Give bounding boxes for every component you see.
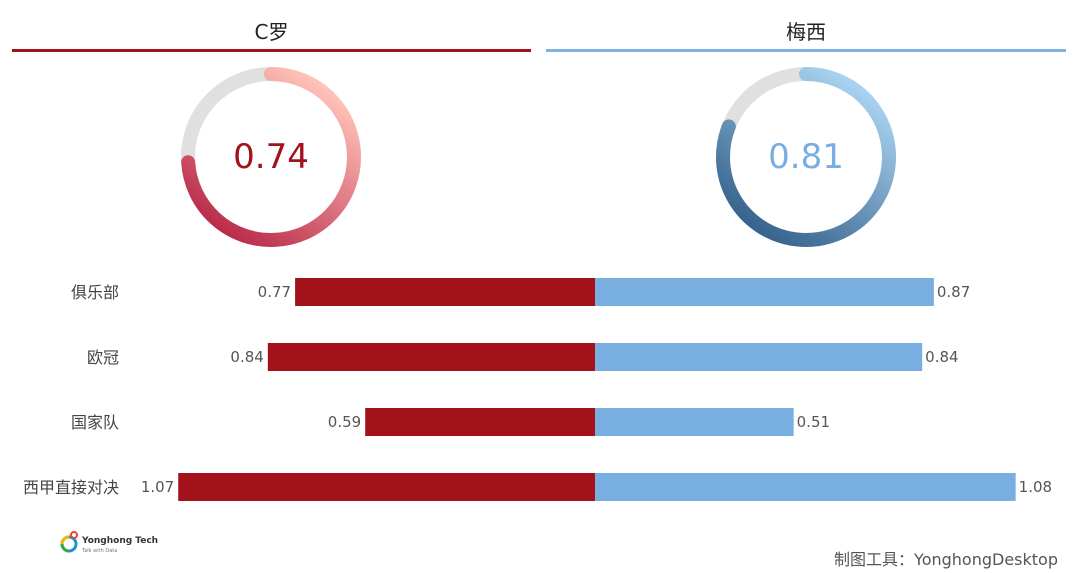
logo-name: Yonghong Tech — [82, 536, 159, 546]
bar-right — [595, 473, 1016, 501]
header-left: C罗 — [12, 18, 531, 52]
value-label-left: 0.84 — [230, 348, 263, 366]
value-label-left: 1.07 — [141, 478, 174, 496]
value-label-right: 1.08 — [1019, 478, 1052, 496]
gauge-left-value: 0.74 — [233, 137, 309, 177]
player-name-right: 梅西 — [786, 20, 826, 44]
gauge-left-svg — [181, 67, 361, 247]
gauge-right-arc — [716, 67, 896, 247]
gauge-left: 0.74 — [180, 66, 362, 248]
category-label: 俱乐部 — [71, 283, 119, 302]
bar-left — [365, 408, 595, 436]
logo-tagline: Talk with Data — [82, 548, 118, 554]
value-label-right: 0.84 — [925, 348, 958, 366]
bar-right — [595, 343, 923, 371]
gauge-left-arc — [181, 67, 361, 247]
value-label-left: 0.59 — [328, 413, 361, 431]
credit-text: 制图工具：YonghongDesktop — [834, 550, 1058, 569]
header-rule-right — [546, 49, 1066, 52]
bar-right — [595, 278, 934, 306]
value-label-right: 0.51 — [797, 413, 830, 431]
header-rule-left — [12, 49, 531, 52]
bar-left — [295, 278, 595, 306]
player-name-left: C罗 — [254, 20, 289, 44]
bar-right — [595, 408, 794, 436]
logo-rings-icon — [60, 531, 78, 553]
bar-left — [267, 343, 595, 371]
category-label: 欧冠 — [87, 348, 119, 367]
comparison-bar-chart: 俱乐部 0.77 0.87 欧冠 0.84 0.84 国家队 0.59 0.51 西甲直接对决 1.… — [23, 278, 1052, 501]
value-label-right: 0.87 — [937, 283, 970, 301]
gauge-right-value: 0.81 — [768, 137, 844, 177]
category-label: 西甲直接对决 — [23, 478, 119, 497]
gauge-right-svg — [716, 67, 896, 247]
category-label: 国家队 — [71, 413, 119, 432]
gauge-right: 0.81 — [715, 66, 897, 248]
bar-left — [178, 473, 596, 501]
header-right: 梅西 — [546, 18, 1066, 52]
yonghong-logo: Yonghong Tech Talk with Data — [58, 531, 168, 563]
value-label-left: 0.77 — [258, 283, 291, 301]
